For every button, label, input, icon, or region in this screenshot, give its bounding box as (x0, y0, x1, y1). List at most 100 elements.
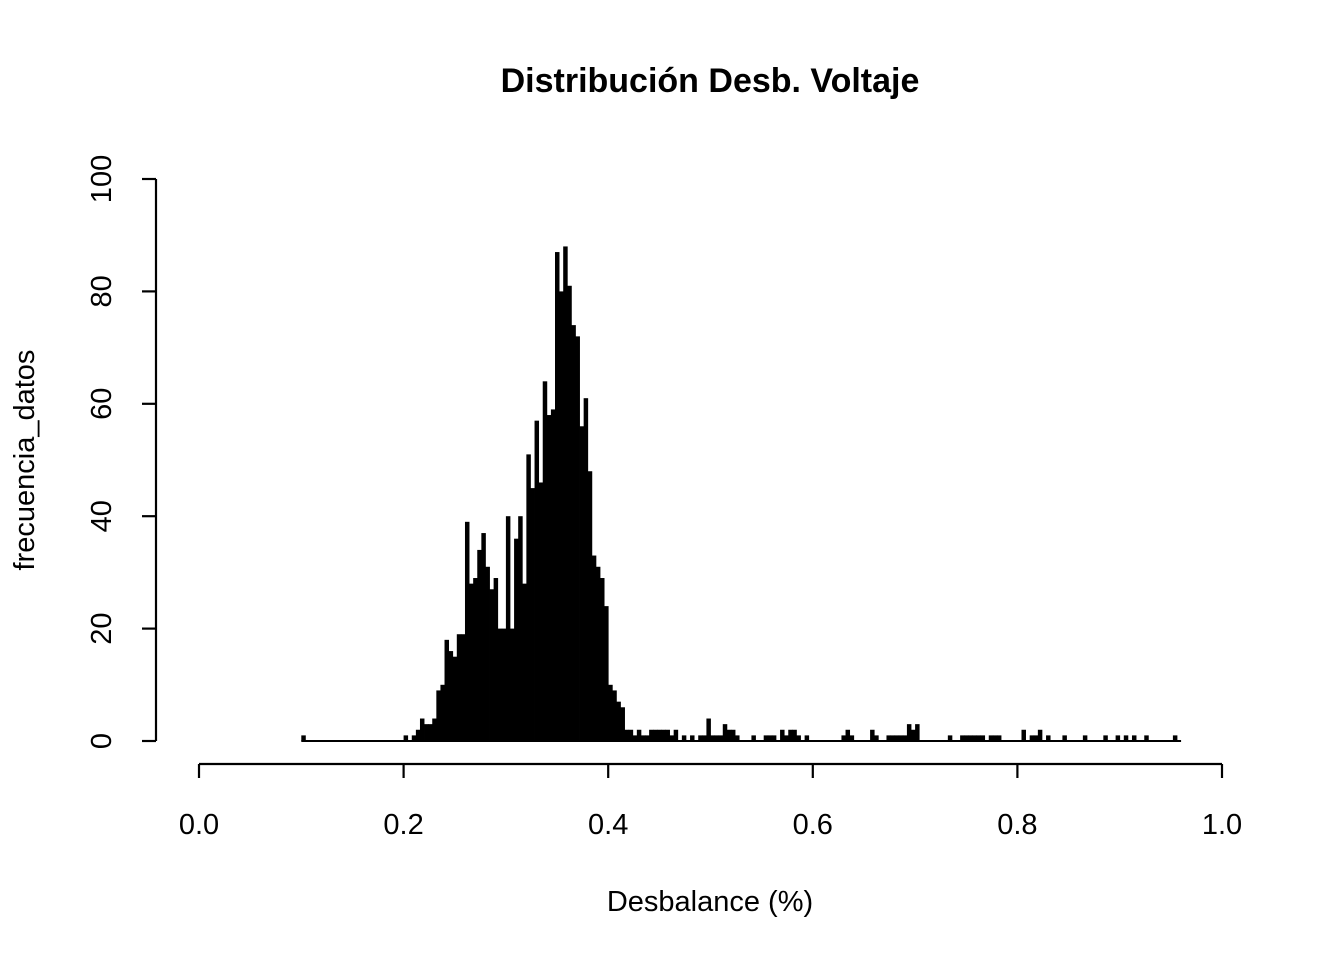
histogram-bar (419, 718, 425, 741)
x-tick-label: 0.6 (793, 809, 833, 841)
histogram-bar (784, 735, 789, 741)
y-axis-label: frecuencia_datos (9, 350, 41, 571)
histogram-bar (649, 729, 654, 741)
x-axis-label: Desbalance (%) (607, 886, 813, 918)
y-tick-label: 80 (86, 275, 118, 307)
y-tick-label: 40 (86, 500, 118, 532)
histogram-bar (972, 735, 977, 741)
x-tick-label: 0.2 (383, 809, 423, 841)
histogram-bar (947, 735, 953, 741)
histogram-bar (960, 735, 965, 741)
histogram-bar (624, 729, 630, 741)
x-tick-label: 0.4 (588, 809, 628, 841)
histogram-bar (493, 578, 499, 741)
histogram-bar (640, 735, 646, 741)
histogram-bar (444, 639, 450, 741)
histogram-bar (608, 684, 613, 741)
y-tick-label: 20 (86, 612, 118, 644)
histogram-bar (702, 735, 707, 741)
histogram-bar (710, 735, 715, 741)
histogram-bar (906, 724, 912, 741)
histogram-bar (505, 516, 511, 741)
histogram-bar (726, 729, 732, 741)
histogram-bar (722, 724, 728, 741)
histogram-bar (988, 735, 994, 741)
y-tick-label: 0 (86, 733, 118, 749)
histogram-bar (980, 735, 986, 741)
histogram-bar (579, 426, 585, 741)
histogram-bar (555, 252, 560, 741)
histogram-bar (735, 735, 740, 741)
histogram-bar (464, 521, 470, 741)
histogram-bar (595, 566, 601, 741)
histogram-bar (1046, 735, 1051, 741)
histogram-bar (968, 735, 973, 741)
histogram-bar (751, 735, 756, 741)
histogram-bar (1029, 735, 1035, 741)
histogram-bar (415, 729, 421, 741)
histogram-bar (661, 729, 666, 741)
histogram-bar (571, 325, 576, 741)
histogram-bar (1131, 735, 1137, 741)
histogram-bar (534, 420, 540, 741)
histogram-bar (567, 285, 572, 741)
histogram-bar (563, 246, 568, 741)
y-axis-ticks: 0 20 40 60 80 100 (86, 155, 156, 749)
histogram-bar (841, 735, 846, 741)
histogram-bar (780, 729, 785, 741)
histogram-bar (1033, 735, 1039, 741)
histogram-bar (1123, 735, 1129, 741)
histogram-bar (902, 735, 908, 741)
histogram-bar (1021, 729, 1026, 741)
histogram-bar (473, 578, 478, 741)
y-tick-label: 100 (86, 155, 118, 203)
histogram-bar (886, 735, 891, 741)
histogram-bar (911, 729, 916, 741)
histogram-bar (788, 729, 793, 741)
histogram-bar (690, 735, 695, 741)
histogram-bar (771, 735, 777, 741)
histogram-bar (456, 634, 462, 741)
histogram-bar (898, 735, 904, 741)
histogram-bar (792, 729, 797, 741)
histogram-bar (591, 555, 597, 741)
histogram-bar (698, 735, 703, 741)
histogram-bar (976, 735, 981, 741)
histogram-bar (460, 634, 466, 741)
histogram-bar (440, 684, 445, 741)
histogram-bar (424, 724, 429, 741)
histogram-bar (796, 735, 801, 741)
x-tick-label: 0.8 (997, 809, 1037, 841)
histogram-bar (452, 656, 458, 741)
histogram-bar (681, 735, 687, 741)
histogram-bar (538, 482, 544, 741)
histogram-bar (559, 291, 564, 741)
histogram-bar (636, 729, 642, 741)
histogram-bar (1115, 735, 1121, 741)
histogram-bar (645, 735, 650, 741)
x-axis-ticks: 0.0 0.2 0.4 0.6 0.8 1.0 (179, 764, 1242, 841)
histogram-bar (497, 628, 503, 741)
histogram-bar (542, 381, 548, 741)
histogram-bar (604, 606, 609, 741)
histogram-bar (653, 729, 658, 741)
histogram-bar (301, 735, 306, 741)
histogram-bar (915, 724, 920, 741)
histogram-bar (767, 735, 773, 741)
histogram-bar (432, 718, 437, 741)
histogram-bar (1103, 735, 1108, 741)
histogram-bar (550, 409, 556, 741)
histogram-bar (1082, 735, 1088, 741)
histogram-bar (804, 735, 810, 741)
histogram-bar (874, 735, 879, 741)
plot-area (301, 246, 1182, 742)
histogram-bar (890, 735, 896, 741)
histogram-bar (996, 735, 1002, 741)
histogram-bar (403, 735, 409, 741)
histogram-bar (530, 488, 535, 741)
histogram-bar (964, 735, 969, 741)
histogram-bar (845, 729, 851, 741)
histogram-bar (870, 729, 875, 741)
histogram-bar (992, 735, 998, 741)
